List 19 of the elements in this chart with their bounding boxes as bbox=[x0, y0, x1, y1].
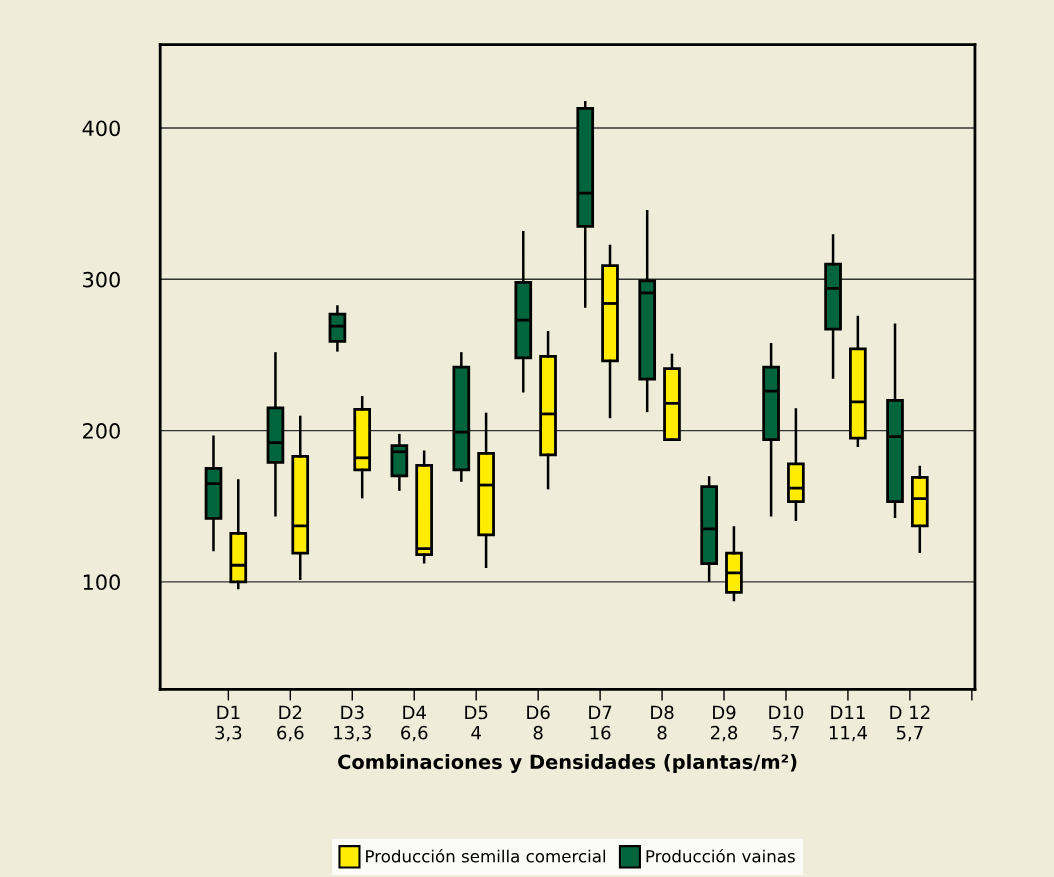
y-tick-label: 300 bbox=[83, 271, 120, 288]
x-tick-label: D8 8 bbox=[651, 705, 674, 740]
y-tick-label: 100 bbox=[83, 574, 120, 591]
x-tick-label: D5 4 bbox=[465, 705, 488, 740]
x-axis-title: Combinaciones y Densidades (plantas/m²) bbox=[338, 754, 797, 774]
x-tick-label: D7 16 bbox=[589, 705, 612, 740]
x-tick-label: D4 6,6 bbox=[401, 705, 428, 742]
legend-label: Producción vainas bbox=[646, 848, 795, 863]
y-tick-label: 200 bbox=[83, 423, 120, 439]
x-tick-label: D 12 5,7 bbox=[890, 705, 930, 742]
x-tick-label: D9 2,8 bbox=[710, 705, 738, 742]
x-tick-label: D1 3,3 bbox=[215, 705, 242, 742]
x-tick-label: D2 6,6 bbox=[277, 705, 304, 742]
y-tick-label: 400 bbox=[82, 120, 120, 137]
x-tick-label: D6 8 bbox=[527, 705, 550, 740]
x-tick-label: D10 5,7 bbox=[769, 705, 804, 742]
x-tick-label: D3 13,3 bbox=[334, 705, 371, 742]
x-tick-label: D11 11,4 bbox=[829, 705, 868, 742]
legend-label: Producción semilla comercial bbox=[366, 848, 606, 863]
